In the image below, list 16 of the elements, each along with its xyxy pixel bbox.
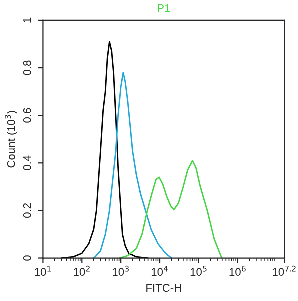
x-tick-label: 10$^{7.2}$ [273,266,296,276]
y-tick-label: 1 [24,18,32,23]
y-tick-label: 0 [23,256,32,261]
y-tick-label: 0.2 [23,204,32,218]
x-tick-label: 10$^{5}$ [190,266,207,276]
x-tick-label: 10$^{1}$ [35,266,52,276]
x-tick-label: 10$^{2}$ [74,266,90,276]
x-tick-label: 10$^{3}$ [113,266,129,276]
y-tick-label: 0.4 [23,156,32,170]
x-tick-label: 10$^{6}$ [230,266,246,276]
y-tick-label: 0.6 [23,108,32,123]
chart-title: P1 [158,4,170,12]
y-axis-title: Count (10$^{3}$) [5,111,18,168]
x-tick-label: 10$^{4}$ [152,266,168,276]
x-axis-title: FITC-H [146,284,182,292]
y-tick-label: 0.8 [23,60,32,76]
